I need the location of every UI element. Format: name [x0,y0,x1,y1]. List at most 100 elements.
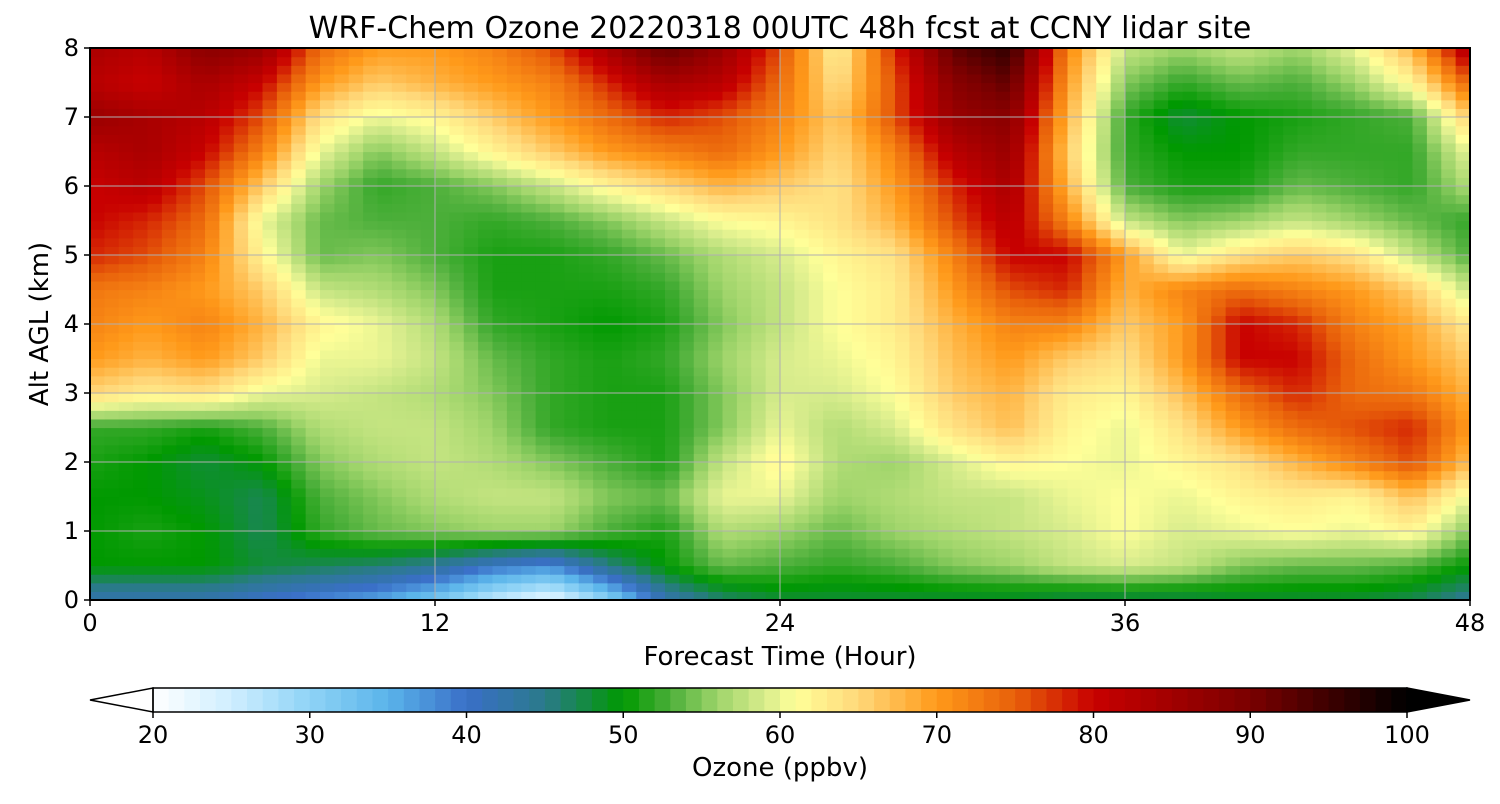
heatmap-cell [693,272,709,282]
heatmap-cell [1412,384,1428,394]
heatmap-cell [118,280,134,291]
heatmap-cell [1412,263,1428,273]
heatmap-cell [1125,539,1140,549]
heatmap-cell [248,505,264,515]
heatmap-cell [118,505,134,515]
heatmap-cell [133,418,149,429]
heatmap-cell [190,591,206,600]
heatmap-cell [161,358,177,368]
heatmap-cell [895,298,910,308]
heatmap-cell [1211,591,1227,600]
heatmap-cell [995,574,1011,584]
heatmap-cell [607,186,623,196]
heatmap-cell [1096,151,1112,161]
heatmap-cell [564,289,580,299]
heatmap-cell [320,168,335,178]
heatmap-cell [995,229,1011,239]
heatmap-cell [535,479,551,489]
heatmap-cell [736,505,752,515]
heatmap-cell [348,358,364,368]
heatmap-cell [995,401,1011,411]
heatmap-cell [1455,401,1470,411]
heatmap-cell [837,565,853,575]
heatmap-cell [938,548,954,558]
heatmap-cell [765,531,781,541]
heatmap-cell [161,393,177,403]
heatmap-cell [693,324,709,334]
heatmap-cell [636,272,652,282]
heatmap-cell [1053,263,1069,273]
heatmap-cell [1268,410,1284,420]
heatmap-cell [1182,427,1198,437]
heatmap-cell [147,298,163,308]
heatmap-cell [995,349,1011,360]
heatmap-cell [1311,160,1327,170]
heatmap-cell [161,556,177,567]
heatmap-cell [1369,280,1385,291]
heatmap-cell [1383,522,1399,532]
heatmap-cell [1455,237,1470,247]
heatmap-cell [693,298,709,308]
heatmap-cell [1067,272,1083,282]
heatmap-cell [1398,177,1414,187]
heatmap-cell [981,487,997,498]
heatmap-cell [938,358,954,368]
heatmap-cell [722,289,738,299]
heatmap-cell [463,496,479,506]
heatmap-cell [866,324,882,334]
heatmap-cell [190,349,206,360]
heatmap-cell [90,487,105,498]
heatmap-cell [176,341,192,351]
heatmap-cell [334,401,350,411]
heatmap-cell [176,332,192,342]
heatmap-cell [1455,496,1470,506]
heatmap-cell [377,263,393,273]
heatmap-cell [348,367,364,377]
heatmap-cell [823,531,839,541]
heatmap-cell [248,211,264,222]
heatmap-cell [420,505,436,515]
heatmap-cell [1398,332,1414,342]
heatmap-cell [593,255,609,265]
heatmap-cell [693,263,709,273]
heatmap-cell [679,427,695,437]
heatmap-cell [305,367,321,377]
heatmap-cell [233,393,249,403]
heatmap-cell [1311,263,1327,273]
heatmap-cell [722,513,738,523]
heatmap-cell [1211,401,1227,411]
heatmap-cell [995,160,1011,170]
heatmap-cell [262,556,278,567]
heatmap-cell [593,565,609,575]
heatmap-cell [348,479,364,489]
heatmap-cell [1283,324,1299,334]
heatmap-cell [406,315,422,325]
heatmap-cell [1326,548,1342,558]
heatmap-cell [1010,401,1025,411]
heatmap-cell [1010,220,1025,230]
heatmap-cell [736,418,752,429]
heatmap-cell [1240,444,1255,454]
heatmap-cell [262,306,278,316]
heatmap-cell [190,453,206,463]
heatmap-cell [1455,332,1470,342]
heatmap-cell [1196,289,1212,299]
heatmap-cell [161,341,177,351]
heatmap-cell [708,556,724,567]
heatmap-cell [765,505,781,515]
heatmap-cell [391,332,407,342]
heatmap-cell [1196,306,1212,316]
heatmap-cell [1398,349,1414,360]
heatmap-cell [636,289,652,299]
heatmap-cell [1426,556,1442,567]
heatmap-cell [808,427,824,437]
heatmap-cell [621,436,637,446]
heatmap-cell [564,298,580,308]
heatmap-cell [1326,531,1342,541]
heatmap-cell [90,591,105,600]
heatmap-cell [607,436,623,446]
heatmap-cell [1038,539,1054,549]
heatmap-cell [938,453,954,463]
heatmap-cell [736,255,752,265]
heatmap-cell [564,280,580,291]
